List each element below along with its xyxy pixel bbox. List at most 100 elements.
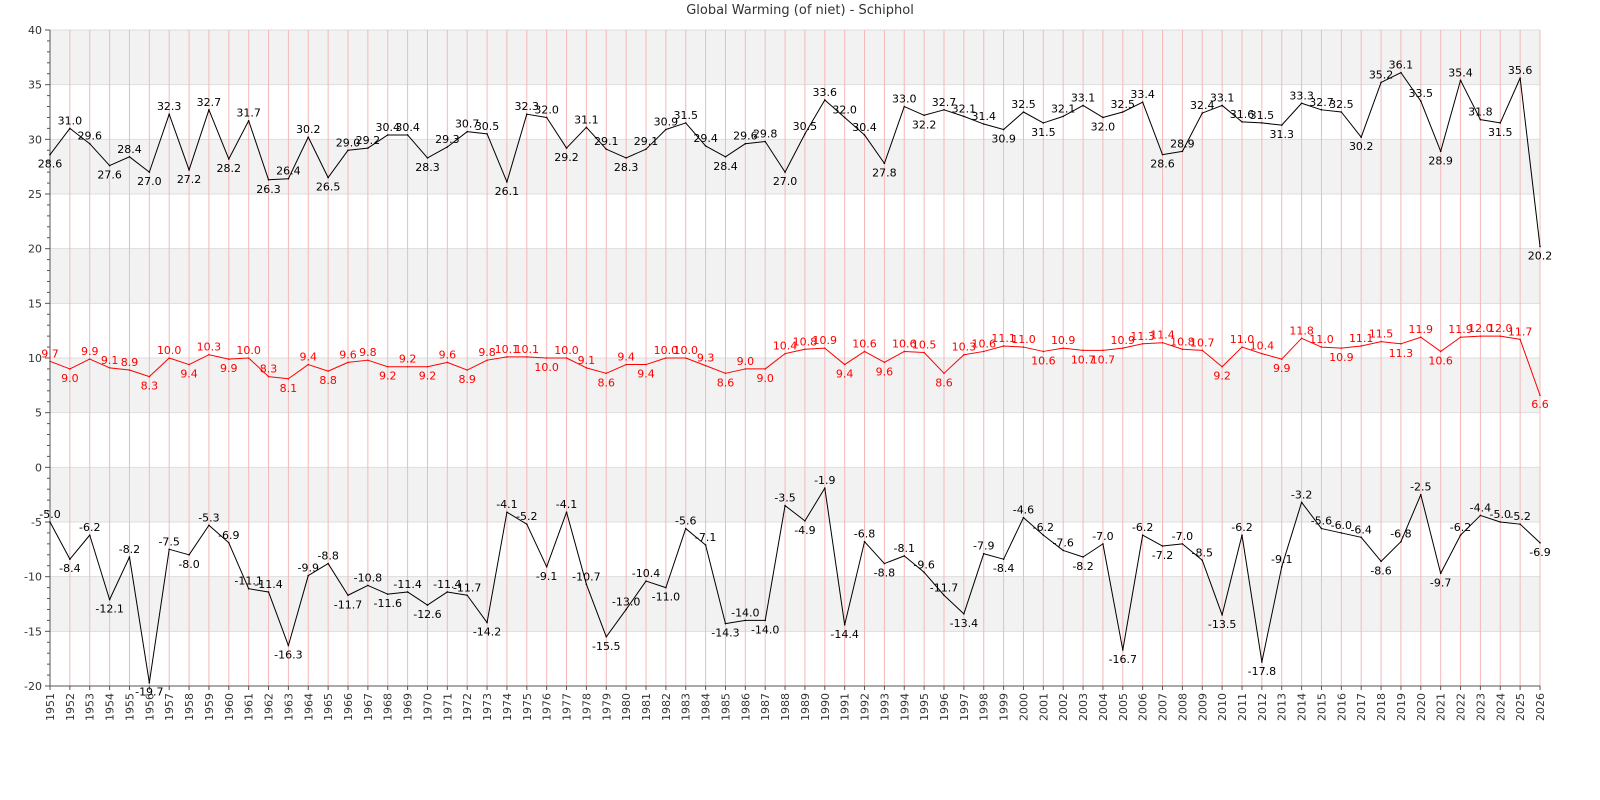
y-tick-label: -20 — [24, 680, 42, 693]
data-point — [1241, 346, 1243, 348]
x-tick-label: 2014 — [1296, 693, 1309, 721]
data-label: 32.0 — [1091, 120, 1116, 133]
x-tick-label: 2011 — [1236, 693, 1249, 721]
x-tick-label: 2006 — [1137, 693, 1150, 721]
x-tick-label: 1984 — [700, 693, 713, 721]
data-label: -10.7 — [572, 570, 600, 583]
data-label: 32.7 — [197, 96, 222, 109]
data-point — [1439, 572, 1442, 575]
grid-band — [50, 358, 1540, 413]
data-point — [506, 511, 508, 513]
data-label: 9.4 — [617, 351, 635, 364]
data-label: -6.8 — [1390, 528, 1411, 541]
y-tick-label: -15 — [24, 625, 42, 638]
data-label: 10.8 — [793, 335, 818, 348]
data-point — [1519, 338, 1521, 341]
data-point — [88, 534, 91, 536]
data-point — [843, 116, 846, 119]
data-label: 32.5 — [1111, 98, 1136, 111]
data-point — [208, 524, 210, 527]
y-tick-label: 25 — [28, 188, 42, 201]
data-point — [287, 177, 290, 180]
data-label: 36.1 — [1389, 59, 1414, 72]
data-point — [307, 363, 310, 366]
x-tick-label: 2009 — [1196, 693, 1209, 721]
data-point — [88, 142, 91, 145]
data-label: -5.6 — [1311, 515, 1332, 528]
data-point — [446, 146, 449, 148]
data-point — [625, 608, 627, 611]
data-point — [963, 115, 965, 118]
data-label: -17.8 — [1248, 665, 1276, 678]
data-label: 8.8 — [319, 374, 337, 387]
data-label: 9.7 — [41, 347, 59, 360]
data-label: -5.2 — [1509, 510, 1530, 523]
data-point — [1062, 347, 1064, 349]
data-point — [804, 133, 806, 135]
data-point — [943, 594, 945, 597]
data-point — [1161, 341, 1164, 344]
data-point — [565, 147, 568, 149]
data-point — [1459, 79, 1462, 82]
data-label: -4.9 — [794, 524, 815, 537]
data-label: 29.0 — [336, 136, 361, 149]
x-tick-label: 2004 — [1097, 693, 1110, 721]
data-label: 8.1 — [280, 382, 298, 395]
data-label: 10.7 — [1091, 353, 1116, 366]
data-label: 27.6 — [97, 169, 122, 182]
series-line-3 — [49, 487, 1541, 684]
data-label: -14.0 — [751, 623, 779, 636]
data-point — [1261, 352, 1263, 355]
x-tick-label: 2015 — [1315, 693, 1328, 721]
data-point — [1181, 543, 1184, 545]
x-tick-label: 2026 — [1534, 693, 1547, 721]
x-tick-label: 1977 — [561, 693, 574, 721]
data-point — [466, 130, 469, 133]
data-point — [1102, 543, 1104, 545]
data-point — [1400, 342, 1402, 345]
data-point — [1122, 347, 1124, 349]
data-label: 12.0 — [1488, 322, 1513, 335]
series-line-1 — [49, 72, 1541, 247]
y-tick-label: 20 — [28, 243, 42, 256]
data-point — [1340, 111, 1343, 113]
data-point — [545, 116, 548, 119]
x-tick-label: 1975 — [521, 693, 534, 721]
x-tick-label: 1956 — [143, 693, 156, 721]
data-point — [1380, 560, 1382, 563]
data-point — [108, 367, 111, 369]
data-label: 11.0 — [1011, 333, 1036, 346]
data-point — [367, 584, 369, 587]
data-label: -11.6 — [373, 597, 401, 610]
data-label: 28.9 — [1170, 137, 1195, 150]
data-point — [625, 363, 627, 366]
data-label: -8.5 — [1192, 546, 1213, 559]
data-label: 10.1 — [495, 343, 520, 356]
data-label: 32.1 — [952, 102, 977, 115]
data-point — [148, 681, 151, 684]
y-tick-label: 5 — [35, 407, 42, 420]
x-tick-label: 1976 — [541, 693, 554, 721]
data-labels: 28.6 31.0 29.6 27.6 28.4 27.0 32.3 27.2 32.7 28.2… — [38, 59, 1553, 699]
data-label: -5.3 — [198, 511, 219, 524]
data-point — [804, 348, 806, 351]
data-point — [1082, 349, 1084, 352]
data-point — [1300, 102, 1303, 105]
data-point — [963, 353, 965, 356]
chart-title: Global Warming (of niet) - Schiphol — [686, 3, 914, 18]
data-point — [804, 520, 806, 522]
data-point — [982, 552, 985, 555]
data-point — [1181, 348, 1184, 351]
data-point — [228, 158, 230, 160]
data-label: 8.9 — [458, 373, 476, 386]
y-tick-label: -10 — [24, 571, 42, 584]
data-point — [386, 593, 389, 595]
data-label: 10.0 — [157, 344, 182, 357]
data-label: -14.0 — [731, 606, 759, 619]
data-point — [168, 357, 170, 359]
data-point — [347, 594, 349, 597]
data-label: 32.5 — [1329, 98, 1354, 111]
data-point — [1280, 358, 1283, 360]
data-label: 33.3 — [1289, 89, 1314, 102]
